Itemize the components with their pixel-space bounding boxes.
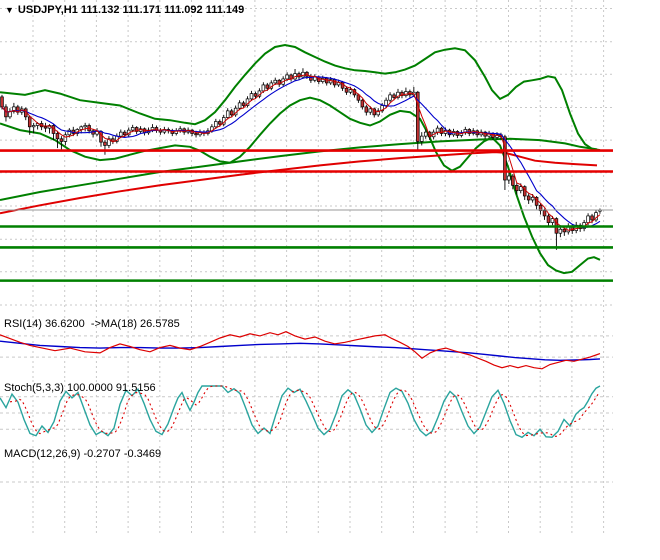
candle-bull [348, 89, 353, 93]
candle-bear [526, 195, 531, 201]
candle-bear [364, 106, 369, 113]
candle-bull [384, 99, 388, 106]
candle-bear [416, 91, 420, 142]
candle-bull [301, 71, 305, 78]
stoch-indicator-label: Stoch(5,3,3) 100.0000 91.5156 [4, 382, 156, 394]
candle-bear [344, 87, 349, 93]
candle-bear [229, 110, 234, 116]
candle-bear [538, 204, 543, 211]
bollinger-upper-line [0, 43, 601, 152]
candle-bear [218, 121, 222, 125]
candle-bear [542, 210, 547, 217]
candle-bull [95, 131, 99, 135]
candle-bull [368, 108, 373, 113]
candle-bear [27, 116, 32, 128]
candle-bull [435, 127, 440, 133]
candle-bull [530, 196, 535, 201]
ma-slow-red-line [0, 151, 598, 215]
candle-bear [439, 127, 444, 134]
candle-bull [519, 186, 523, 192]
candle-bear [360, 99, 365, 108]
candle-bear [123, 131, 127, 136]
chart-title-text: USDJPY,H1 111.132 111.171 111.092 111.14… [17, 4, 245, 16]
candle-bear [241, 102, 246, 106]
candle-bear [503, 136, 507, 181]
candle-bull [130, 127, 135, 131]
candle-bull [8, 111, 12, 118]
candle-bull [83, 125, 87, 128]
ma-slow-green-line [0, 137, 598, 201]
candle-bear [372, 108, 376, 116]
candle-bear [590, 215, 594, 221]
candle-bull [63, 134, 68, 142]
candle-bull [237, 102, 242, 109]
candle-bull [285, 74, 289, 80]
candle-bull [249, 93, 254, 100]
rsi-line [0, 331, 601, 370]
candle-bear [0, 96, 4, 108]
candle-bull [380, 105, 384, 112]
candle-bull [423, 131, 428, 137]
candle-bull [558, 228, 563, 234]
candle-bear [59, 138, 64, 142]
candle-bull [261, 84, 266, 92]
candle-bull [586, 215, 590, 223]
candle-bull [396, 91, 400, 98]
candle-bear [356, 94, 361, 101]
candle-bull [376, 110, 380, 116]
candle-bear [103, 141, 107, 146]
candle-bear [194, 133, 198, 136]
chart-title: ▼ USDJPY,H1 111.132 111.171 111.092 111.1… [5, 4, 244, 16]
candle-bull [507, 175, 511, 181]
candle-bull [107, 138, 111, 146]
candle-bull [31, 125, 36, 128]
bollinger-lower-line [0, 96, 601, 275]
candle-bull [214, 121, 218, 128]
candle-bull [273, 79, 277, 84]
candle-bull [420, 135, 424, 142]
rsi-ma-line [0, 340, 601, 362]
candle-bear [297, 73, 301, 78]
candle-bull [388, 94, 392, 101]
candle-bull [79, 126, 83, 130]
candle-bull [12, 106, 16, 112]
candle-bear [546, 215, 551, 223]
candle-bear [515, 184, 519, 192]
stoch-k-line [0, 385, 601, 439]
candle-bull [225, 110, 230, 118]
candle-bear [324, 77, 329, 84]
symbol-dropdown-icon[interactable]: ▼ [5, 5, 14, 15]
rsi-indicator-label: RSI(14) 36.6200 ->MA(18) 26.5785 [4, 318, 180, 330]
candle-bull [495, 134, 499, 138]
candle-bear [467, 129, 472, 134]
candle-bear [55, 133, 60, 140]
candle-bull [119, 131, 123, 137]
ma-fast-red-line [1, 74, 601, 231]
candle-bear [511, 175, 515, 186]
candle-bull [550, 218, 555, 223]
candle-bull [67, 129, 72, 136]
candle-bear [265, 84, 270, 89]
candle-bear [43, 126, 48, 129]
candle-bear [305, 71, 309, 77]
macd-indicator-label: MACD(12,26,9) -0.2707 -0.3469 [4, 448, 162, 460]
candle-bear [332, 79, 337, 86]
candle-bear [253, 93, 258, 97]
ma-fast-blue-line [1, 76, 601, 228]
candle-bear [392, 94, 396, 98]
candle-bear [562, 228, 567, 233]
